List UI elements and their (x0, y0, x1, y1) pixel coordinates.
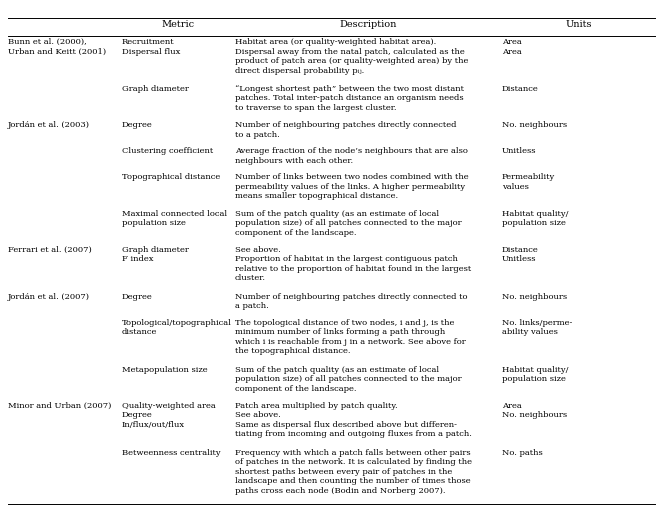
Text: Graph diameter: Graph diameter (122, 85, 189, 93)
Text: Number of neighbouring patches directly connected to
a patch.: Number of neighbouring patches directly … (235, 293, 467, 310)
Text: Betweenness centrality: Betweenness centrality (122, 449, 221, 457)
Text: Topological/topographical
distance: Topological/topographical distance (122, 319, 232, 336)
Text: Permeability
values: Permeability values (502, 173, 555, 191)
Text: Ferrari et al. (2007): Ferrari et al. (2007) (8, 246, 91, 254)
Text: Distance
Unitless: Distance Unitless (502, 246, 539, 264)
Text: Frequency with which a patch falls between other pairs
of patches in the network: Frequency with which a patch falls betwe… (235, 449, 472, 495)
Text: Degree: Degree (122, 293, 152, 301)
Text: Recruitment
Dispersal flux: Recruitment Dispersal flux (122, 38, 180, 56)
Text: Topographical distance: Topographical distance (122, 173, 220, 181)
Text: No. links/perme-
ability values: No. links/perme- ability values (502, 319, 572, 336)
Text: Graph diameter
F index: Graph diameter F index (122, 246, 189, 264)
Text: See above.
Proportion of habitat in the largest contiguous patch
relative to the: See above. Proportion of habitat in the … (235, 246, 471, 282)
Text: Average fraction of the node’s neighbours that are also
neighbours with each oth: Average fraction of the node’s neighbour… (235, 147, 468, 165)
Text: Sum of the patch quality (as an estimate of local
population size) of all patche: Sum of the patch quality (as an estimate… (235, 365, 461, 393)
Text: The topological distance of two nodes, i and j, is the
minimum number of links f: The topological distance of two nodes, i… (235, 319, 465, 355)
Text: No. neighbours: No. neighbours (502, 121, 567, 129)
Text: “Longest shortest path” between the two most distant
patches. Total inter-patch : “Longest shortest path” between the two … (235, 85, 464, 112)
Text: Area
No. neighbours: Area No. neighbours (502, 402, 567, 420)
Text: Jordán et al. (2003): Jordán et al. (2003) (8, 121, 90, 129)
Text: Patch area multiplied by patch quality.
See above.
Same as dispersal flux descri: Patch area multiplied by patch quality. … (235, 402, 472, 439)
Text: Metric: Metric (162, 20, 195, 29)
Text: Metapopulation size: Metapopulation size (122, 365, 208, 374)
Text: Habitat quality/
population size: Habitat quality/ population size (502, 209, 568, 227)
Text: Minor and Urban (2007): Minor and Urban (2007) (8, 402, 111, 410)
Text: No. neighbours: No. neighbours (502, 293, 567, 301)
Text: Description: Description (340, 20, 397, 29)
Text: Degree: Degree (122, 121, 152, 129)
Text: Unitless: Unitless (502, 147, 536, 155)
Text: No. paths: No. paths (502, 449, 543, 457)
Text: Clustering coefficient: Clustering coefficient (122, 147, 213, 155)
Text: Distance: Distance (502, 85, 539, 93)
Text: Habitat quality/
population size: Habitat quality/ population size (502, 365, 568, 383)
Text: Maximal connected local
population size: Maximal connected local population size (122, 209, 227, 227)
Text: Bunn et al. (2000),
Urban and Keitt (2001): Bunn et al. (2000), Urban and Keitt (200… (8, 38, 106, 56)
Text: Quality-weighted area
Degree
In/flux/out/flux: Quality-weighted area Degree In/flux/out… (122, 402, 215, 429)
Text: Number of neighbouring patches directly connected
to a patch.: Number of neighbouring patches directly … (235, 121, 457, 139)
Text: Habitat area (or quality-weighted habitat area).
Dispersal away from the natal p: Habitat area (or quality-weighted habita… (235, 38, 468, 74)
Text: Area
Area: Area Area (502, 38, 522, 56)
Text: Number of links between two nodes combined with the
permeability values of the l: Number of links between two nodes combin… (235, 173, 469, 200)
Text: Jordán et al. (2007): Jordán et al. (2007) (8, 293, 90, 301)
Text: Units: Units (566, 20, 592, 29)
Text: Sum of the patch quality (as an estimate of local
population size) of all patche: Sum of the patch quality (as an estimate… (235, 209, 461, 236)
